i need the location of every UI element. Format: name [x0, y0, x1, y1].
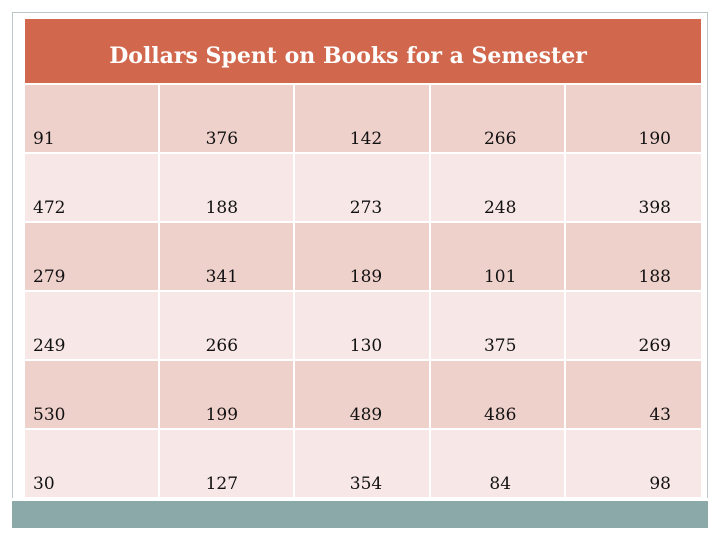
table-cell: 130	[295, 292, 431, 361]
table-cell: 375	[430, 292, 566, 361]
cell-value: 266	[205, 336, 239, 356]
table-cell: 84	[430, 430, 566, 499]
table-cell: 472	[25, 154, 161, 223]
cell-value: 269	[638, 336, 671, 356]
cell-value: 142	[349, 129, 383, 149]
cell-value: 98	[649, 474, 671, 494]
table-cell: 189	[295, 223, 431, 292]
table-cell: 354	[295, 430, 431, 499]
data-table: Dollars Spent on Books for a Semester 91…	[25, 19, 701, 499]
cell-value: 486	[483, 405, 517, 425]
cell-value: 30	[33, 474, 55, 494]
table-cell: 188	[565, 223, 701, 292]
cell-value: 188	[205, 198, 239, 218]
table-body: 91 376 142 266 190 472 188 273 248 398 2…	[25, 85, 701, 499]
cell-value: 273	[349, 198, 383, 218]
cell-value: 248	[483, 198, 517, 218]
table-cell: 530	[25, 361, 161, 430]
footer-divider	[12, 498, 708, 501]
table-cell: 376	[160, 85, 296, 154]
table-cell: 101	[430, 223, 566, 292]
table-cell: 43	[565, 361, 701, 430]
footer-bar	[12, 501, 708, 528]
cell-value: 188	[638, 267, 671, 287]
table-header: Dollars Spent on Books for a Semester	[25, 19, 701, 85]
table-cell: 249	[25, 292, 161, 361]
cell-value: 127	[205, 474, 239, 494]
cell-value: 489	[349, 405, 383, 425]
cell-value: 341	[205, 267, 239, 287]
table-cell: 127	[160, 430, 296, 499]
table-cell: 269	[565, 292, 701, 361]
table-cell: 489	[295, 361, 431, 430]
cell-value: 43	[649, 405, 671, 425]
cell-value: 279	[33, 267, 66, 287]
cell-value: 472	[33, 198, 66, 218]
table-cell: 98	[565, 430, 701, 499]
cell-value: 375	[483, 336, 517, 356]
table-cell: 279	[25, 223, 161, 292]
cell-value: 190	[638, 129, 671, 149]
cell-value: 249	[33, 336, 66, 356]
cell-value: 84	[489, 474, 512, 494]
cell-value: 91	[33, 129, 55, 149]
table-cell: 341	[160, 223, 296, 292]
cell-value: 130	[349, 336, 383, 356]
table-title: Dollars Spent on Books for a Semester	[109, 43, 587, 69]
table-cell: 266	[430, 85, 566, 154]
table-cell: 188	[160, 154, 296, 223]
cell-value: 266	[483, 129, 517, 149]
table-cell: 398	[565, 154, 701, 223]
table-cell: 91	[25, 85, 161, 154]
cell-value: 354	[349, 474, 383, 494]
cell-value: 189	[349, 267, 383, 287]
table-cell: 199	[160, 361, 296, 430]
table-cell: 142	[295, 85, 431, 154]
table-cell: 273	[295, 154, 431, 223]
table-cell: 486	[430, 361, 566, 430]
cell-value: 530	[33, 405, 66, 425]
table-cell: 266	[160, 292, 296, 361]
cell-value: 101	[483, 267, 517, 287]
table-cell: 190	[565, 85, 701, 154]
cell-value: 376	[205, 129, 239, 149]
cell-value: 398	[638, 198, 671, 218]
table-cell: 30	[25, 430, 161, 499]
cell-value: 199	[205, 405, 239, 425]
table-cell: 248	[430, 154, 566, 223]
